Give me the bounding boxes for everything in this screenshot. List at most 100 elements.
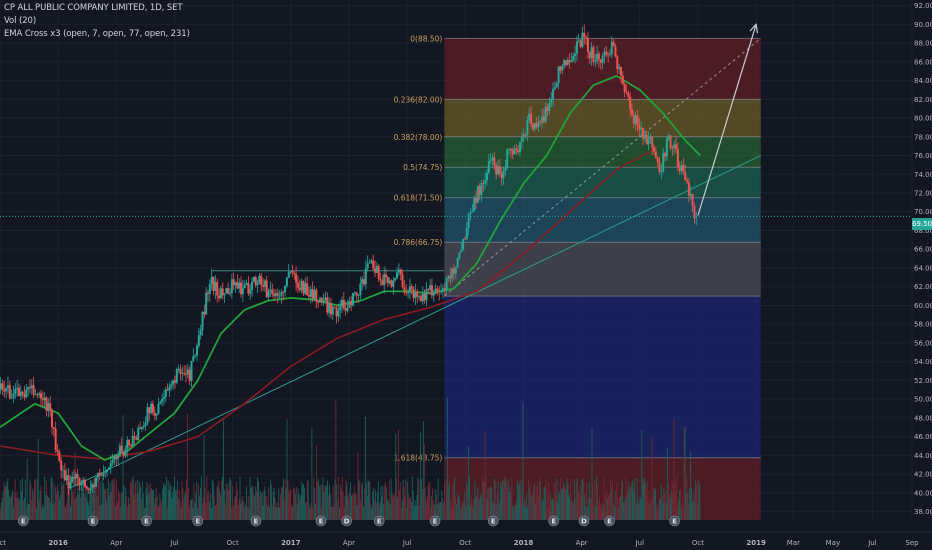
candle-body [467,214,470,229]
volume-bar [469,505,471,520]
volume-bar [588,482,590,520]
volume-bar [82,479,84,520]
candle-body [401,274,404,288]
candle-body [62,470,65,472]
candle-body [350,301,353,306]
volume-bar [358,479,360,520]
volume-bar [307,480,309,520]
candle-body [23,393,26,398]
volume-bar [63,479,65,520]
candle-body [212,276,215,291]
volume-bar [460,508,462,520]
volume-bar [99,504,101,520]
volume-bar [568,494,570,520]
candle-body [45,397,48,411]
volume-bar [69,483,71,520]
volume-bar [688,505,690,520]
volume-bar [34,479,35,520]
volume-bar [333,506,335,520]
candle-body [3,389,6,392]
volume-bar [17,499,19,520]
candle-body [262,285,265,287]
y-tick-label: 88.00 [914,40,932,48]
volume-bar [623,502,625,520]
candle-body [653,147,656,152]
volume-bar [686,476,688,520]
volume-bar [363,506,364,520]
volume-bar [255,486,257,520]
candle-body [331,306,334,315]
volume-bar [26,458,28,520]
volume-bar [378,505,380,520]
volume-bar [126,496,128,520]
volume-bar [512,506,514,520]
volume-bar [304,487,305,520]
candle-body [423,293,426,301]
candle-body [74,474,77,479]
y-tick-label: 78.00 [914,133,932,141]
candle-body [267,291,270,298]
candle-body [131,435,134,447]
volume-bar [537,482,539,520]
volume-bar [370,504,372,520]
volume-bar [624,497,626,520]
volume-bar [239,476,241,520]
volume-bar [20,480,22,520]
volume-bar [580,496,582,520]
volume-bar [236,490,238,520]
volume-bar [204,487,206,520]
volume-bar [387,499,388,520]
candle-body [416,291,419,297]
volume-bar [435,494,437,520]
volume-bar [223,490,225,520]
volume-bar [189,500,191,520]
candle-body [586,38,589,52]
volume-bar [171,498,173,520]
volume-bar [393,495,395,520]
candle-body [274,292,277,296]
x-tick-label: Jul [635,539,645,547]
volume-bar [566,478,568,520]
candle-body [651,136,654,148]
volume-bar [371,508,373,520]
volume-bar [354,493,356,520]
volume-bar [152,489,154,520]
volume-bar [293,487,294,520]
volume-bar [388,480,390,520]
candle-body [21,391,24,394]
candle-body [392,280,395,287]
volume-bar [539,481,541,520]
candle-body [599,59,602,63]
volume-bar [610,488,612,520]
volume-bar [492,501,493,520]
candle-body [585,37,588,39]
volume-bar [629,491,631,520]
candle-body [601,55,604,63]
y-tick-label: 60.00 [914,302,932,310]
volume-bar [234,495,236,520]
candle-body [412,289,415,298]
volume-bar [320,507,322,520]
candle-body [329,302,332,315]
volume-bar [540,506,542,520]
volume-bar [83,494,85,520]
candle-body [170,384,173,387]
volume-bar [444,482,446,520]
volume-bar [475,496,477,520]
volume-bar [92,494,94,520]
volume-bar [384,485,386,520]
volume-bar [124,503,126,520]
fib-level-label: 0(88.50) [410,34,442,43]
volume-bar [86,484,88,520]
event-marker-label: E [319,518,324,526]
y-tick-label: 70.00 [914,208,932,216]
candle-body [109,463,112,468]
volume-bar [155,487,157,520]
volume-bar [653,488,655,520]
volume-bar [654,488,656,520]
volume-bar [6,482,8,520]
volume-bar [485,478,487,520]
volume-bar [445,479,447,520]
volume-bar [170,486,172,520]
